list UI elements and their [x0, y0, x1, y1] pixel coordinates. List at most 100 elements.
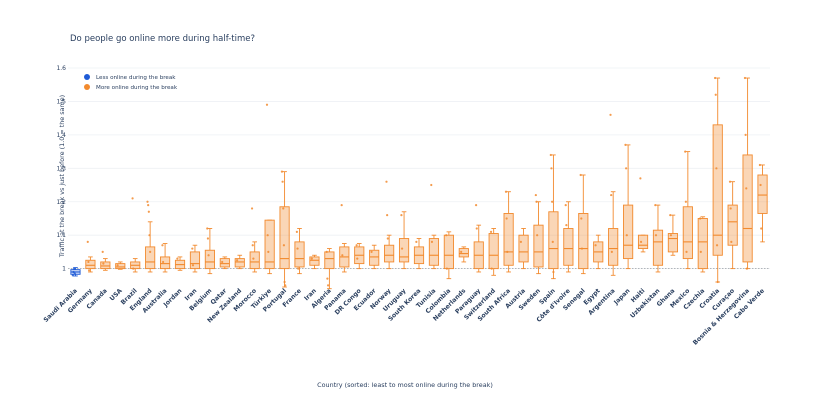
- data-point: [147, 203, 150, 207]
- data-point: [266, 234, 269, 237]
- box-23: [413, 238, 425, 270]
- data-point: [356, 257, 359, 260]
- box-43: [712, 76, 723, 284]
- data-point: [386, 237, 389, 240]
- box-46: [757, 163, 768, 243]
- box-iqr: [757, 174, 768, 214]
- data-point: [610, 250, 613, 254]
- data-point: [579, 173, 582, 177]
- data-point: [743, 76, 747, 80]
- box-2: [100, 250, 111, 271]
- box-41: [682, 150, 693, 270]
- data-point: [251, 244, 254, 247]
- box-iqr: [249, 251, 260, 270]
- y-tick-label: 1.4: [56, 132, 66, 139]
- data-point: [73, 272, 76, 275]
- data-point: [715, 244, 719, 247]
- data-point: [685, 250, 688, 254]
- x-axis-title: Country (sorted: least to most online du…: [317, 381, 493, 389]
- legend-marker-more: [84, 84, 90, 90]
- data-point: [745, 187, 748, 190]
- data-point: [191, 247, 194, 250]
- data-point: [400, 247, 404, 250]
- data-point: [699, 250, 702, 254]
- data-point: [474, 203, 478, 207]
- box-iqr: [652, 229, 664, 266]
- box-24: [428, 183, 440, 270]
- data-point: [669, 234, 673, 237]
- data-point: [699, 217, 702, 220]
- box-45: [742, 76, 753, 270]
- data-point: [310, 257, 313, 260]
- data-point: [206, 227, 209, 230]
- data-point: [505, 217, 508, 220]
- y-tick-label: 1.2: [56, 199, 66, 206]
- data-point: [654, 203, 657, 207]
- data-point: [534, 193, 537, 197]
- box-36: [608, 113, 619, 276]
- box-iqr: [115, 263, 126, 270]
- data-point: [535, 200, 538, 203]
- box-18: [339, 203, 350, 273]
- data-point: [370, 250, 373, 254]
- data-point: [284, 284, 287, 287]
- box-iqr: [458, 248, 469, 258]
- data-point: [684, 200, 687, 203]
- data-point: [564, 203, 567, 207]
- data-point: [386, 214, 389, 217]
- data-point: [551, 240, 554, 243]
- box-iqr: [623, 204, 634, 260]
- data-point: [355, 244, 358, 247]
- data-point: [624, 143, 627, 147]
- data-point: [221, 260, 224, 264]
- data-point: [281, 180, 284, 183]
- data-point: [714, 93, 717, 96]
- data-point: [341, 254, 344, 257]
- box-series: [70, 76, 768, 290]
- data-point: [206, 237, 210, 240]
- box-20: [369, 244, 380, 270]
- data-point: [87, 269, 91, 272]
- data-point: [283, 280, 286, 284]
- legend: Less online during the break More online…: [84, 74, 178, 91]
- data-point: [504, 190, 508, 193]
- data-point: [161, 244, 164, 247]
- gridlines: [68, 67, 770, 270]
- box-iqr: [518, 234, 529, 263]
- data-point: [506, 250, 509, 254]
- data-point: [445, 267, 448, 270]
- data-point: [73, 267, 76, 270]
- data-point: [101, 250, 104, 254]
- data-point: [551, 200, 554, 203]
- box-17: [324, 248, 335, 290]
- legend-marker-less: [84, 74, 90, 80]
- data-point: [430, 240, 434, 243]
- data-point: [147, 210, 150, 213]
- data-point: [87, 260, 90, 264]
- data-point: [191, 264, 195, 267]
- box-22: [398, 211, 410, 270]
- box-9: [204, 227, 215, 275]
- box-13: [264, 103, 275, 275]
- data-point: [654, 234, 658, 237]
- data-point: [325, 250, 328, 254]
- box-12: [249, 207, 260, 273]
- data-point: [86, 240, 89, 243]
- data-point: [519, 240, 523, 243]
- box-iqr: [384, 244, 395, 263]
- box-iqr: [234, 258, 245, 268]
- data-point: [758, 163, 761, 167]
- data-point: [580, 247, 584, 250]
- box-iqr: [309, 256, 320, 266]
- box-5: [145, 200, 156, 273]
- data-point: [72, 270, 75, 274]
- data-point: [490, 267, 493, 270]
- data-point: [550, 167, 553, 170]
- box-44: [727, 180, 738, 270]
- data-point: [282, 207, 285, 210]
- box-iqr: [503, 213, 514, 266]
- box-iqr: [428, 238, 440, 266]
- data-point: [536, 234, 539, 237]
